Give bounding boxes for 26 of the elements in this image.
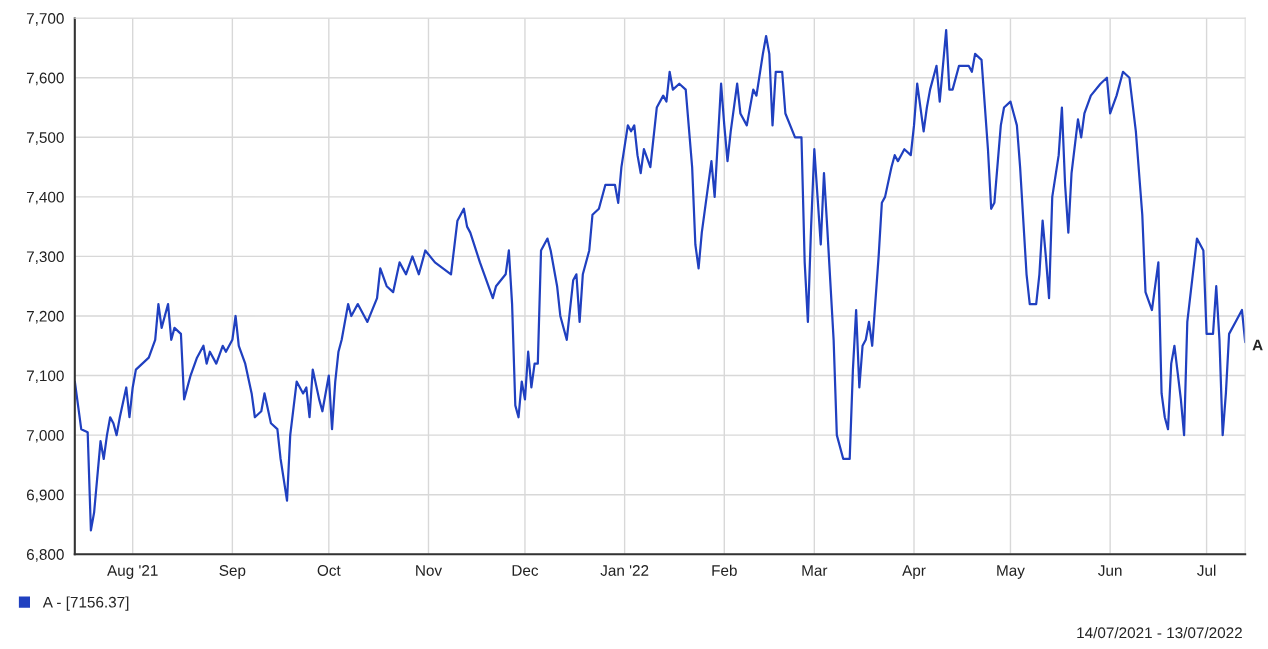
y-tick-label: 7,600: [26, 72, 64, 86]
text: 14/07/2021 - 13/07/2022: [1077, 626, 1242, 639]
legend-label: A - [7156.37]: [42, 596, 129, 611]
x-tick-label: Mar: [802, 565, 828, 576]
x-tick-label: Jun: [1098, 565, 1122, 576]
line-series: [74, 28, 1246, 532]
y-tick-label: 7,300: [26, 251, 64, 264]
y-tick-label: 7,200: [26, 310, 64, 324]
x-tick-label: Oct: [317, 565, 341, 576]
x-tick-label: Dec: [512, 565, 539, 576]
y-tick-label: 6,800: [26, 549, 64, 562]
x-tick-label: Nov: [416, 565, 443, 576]
x-tick-label: Jul: [1197, 564, 1216, 576]
x-tick-label: Jan '22: [600, 565, 649, 576]
y-tick-label: 7,100: [26, 370, 64, 384]
y-tick-label: 7,700: [26, 13, 64, 26]
x-tick-label: Feb: [712, 564, 737, 576]
y-tick-label: 7,500: [26, 132, 64, 145]
annotation: A: [1252, 339, 1263, 351]
y-tick-label: 7,400: [26, 191, 64, 205]
x-tick-label: Apr: [902, 565, 926, 579]
y-tick-label: 6,900: [26, 489, 64, 503]
x-tick-label: Sep: [219, 565, 246, 579]
y-tick-label: 7,000: [26, 429, 64, 443]
x-tick-label: May: [997, 565, 1025, 579]
x-tick-label: Aug '21: [107, 565, 158, 579]
